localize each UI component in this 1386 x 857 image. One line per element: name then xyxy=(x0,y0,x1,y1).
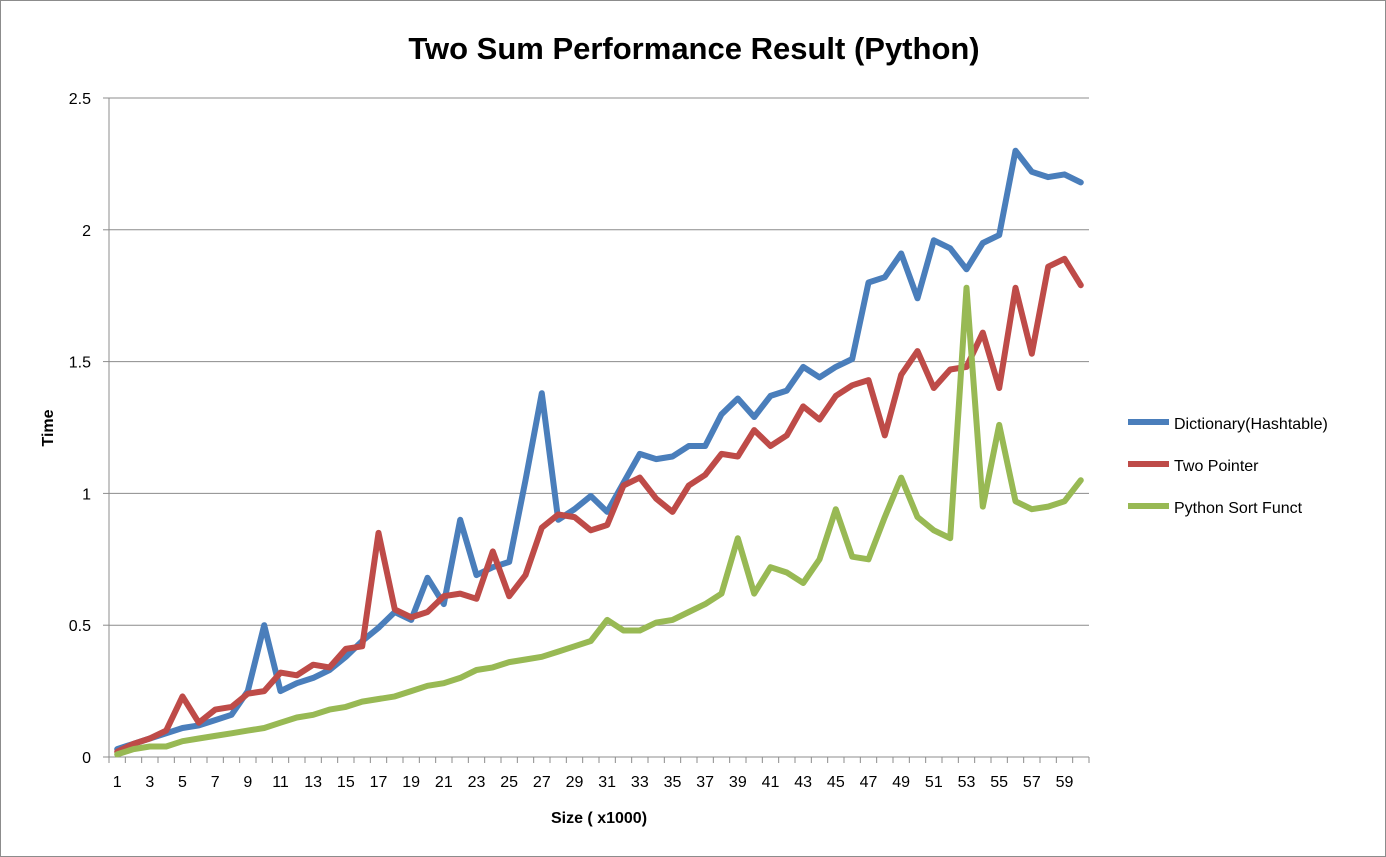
x-tick-label: 53 xyxy=(958,774,976,791)
x-tick-label: 29 xyxy=(566,774,584,791)
x-tick-label: 37 xyxy=(696,774,714,791)
x-tick-label: 15 xyxy=(337,774,355,791)
x-tick-label: 7 xyxy=(211,774,220,791)
x-tick-label: 47 xyxy=(860,774,878,791)
y-tick-label: 1 xyxy=(82,486,91,503)
series-line xyxy=(114,147,1084,753)
x-tick-label: 45 xyxy=(827,774,845,791)
x-tick-label: 13 xyxy=(304,774,322,791)
x-tick-label: 35 xyxy=(664,774,682,791)
x-tick-label: 55 xyxy=(990,774,1008,791)
y-tick-label: 2 xyxy=(82,223,91,240)
y-tick-label: 0 xyxy=(82,750,91,767)
x-tick-label: 21 xyxy=(435,774,453,791)
axes xyxy=(103,97,1090,763)
series-line xyxy=(114,284,1084,758)
legend-label: Dictionary(Hashtable) xyxy=(1174,416,1328,433)
legend-label: Python Sort Funct xyxy=(1174,500,1303,517)
x-axis-title: Size ( x1000) xyxy=(551,810,647,827)
legend-label: Two Pointer xyxy=(1174,458,1259,475)
x-tick-label: 39 xyxy=(729,774,747,791)
legend-item: Python Sort Funct xyxy=(1128,500,1303,517)
y-tick-label: 1.5 xyxy=(69,355,91,372)
x-tick-label: 31 xyxy=(598,774,616,791)
x-tick-label: 49 xyxy=(892,774,910,791)
x-tick-label: 27 xyxy=(533,774,551,791)
legend-item: Two Pointer xyxy=(1128,458,1259,475)
x-tick-label: 59 xyxy=(1056,774,1074,791)
x-tick-label: 41 xyxy=(762,774,780,791)
legend: Dictionary(Hashtable) Two Pointer Python S… xyxy=(1128,416,1328,517)
y-axis-tick-labels: 0 0.5 1 1.5 2 2.5 xyxy=(69,91,91,767)
x-axis-tick-labels: 1 3 5 7 9 11 13 15 17 19 21 23 25 27 29 31 33 35 37 39 41 43 4… xyxy=(113,774,1074,791)
chart-title: Two Sum Performance Result (Python) xyxy=(408,31,979,66)
x-tick-label: 1 xyxy=(113,774,122,791)
x-tick-label: 9 xyxy=(243,774,252,791)
y-tick-label: 0.5 xyxy=(69,618,91,635)
x-tick-label: 17 xyxy=(370,774,388,791)
x-tick-label: 23 xyxy=(468,774,486,791)
x-tick-label: 19 xyxy=(402,774,420,791)
gridlines xyxy=(109,97,1089,626)
y-axis-title: Time xyxy=(40,409,57,446)
series-3 xyxy=(114,284,1084,758)
legend-item: Dictionary(Hashtable) xyxy=(1128,416,1328,433)
x-tick-label: 33 xyxy=(631,774,649,791)
x-tick-label: 11 xyxy=(272,774,289,791)
series-2 xyxy=(114,255,1084,755)
series-lines xyxy=(114,147,1084,758)
x-tick-label: 25 xyxy=(500,774,518,791)
x-tick-label: 57 xyxy=(1023,774,1041,791)
series-1 xyxy=(114,147,1084,753)
x-tick-label: 43 xyxy=(794,774,812,791)
x-tick-label: 51 xyxy=(925,774,943,791)
x-tick-label: 3 xyxy=(145,774,154,791)
y-tick-label: 2.5 xyxy=(69,91,91,108)
series-line xyxy=(114,255,1084,755)
x-tick-label: 5 xyxy=(178,774,187,791)
